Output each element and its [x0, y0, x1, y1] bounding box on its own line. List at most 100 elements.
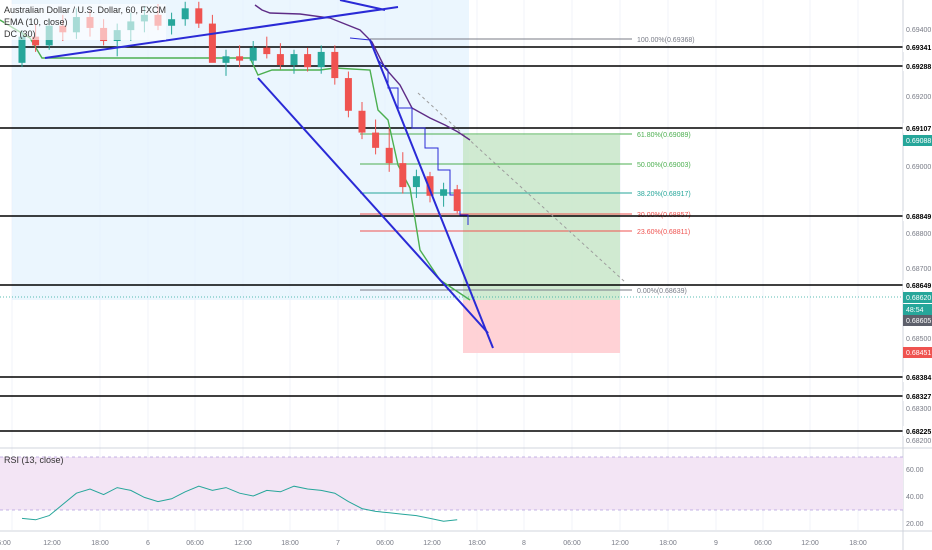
candle-body: [208, 23, 216, 63]
price-marker-text: 0.68605: [906, 318, 931, 325]
candle-body: [249, 47, 257, 61]
price-axis-tick: 0.68300: [906, 406, 931, 413]
time-axis-label: 06:00: [376, 540, 394, 547]
price-level-tag: 0.68649: [903, 280, 932, 290]
trendline-upper: [44, 6, 399, 59]
price-level-tag-bg: [903, 426, 932, 436]
fib-level-label: 100.00%(0.69368): [637, 37, 695, 44]
price-level-tag: 0.69107: [903, 123, 932, 133]
candle-body: [385, 147, 393, 164]
trendline-wedge: [439, 279, 489, 334]
candle-body: [195, 8, 203, 24]
price-level-tag: 0.69288: [903, 61, 932, 71]
time-axis-label: 18:00: [91, 540, 109, 547]
rsi-indicator-label[interactable]: RSI (13, close): [4, 455, 64, 465]
time-axis-label: 12:00: [43, 540, 61, 547]
candle-body: [304, 54, 312, 68]
price-level-tag-text: 0.69288: [906, 64, 931, 71]
price-level-tag-text: 0.69107: [906, 126, 931, 133]
price-level-tag-text: 0.68327: [906, 394, 931, 401]
candle-body: [426, 176, 434, 196]
chart-legend: Australian Dollar / U.S. Dollar, 60, FXC…: [4, 4, 167, 40]
time-axis-label: 18:00: [468, 540, 486, 547]
candle-body: [18, 36, 26, 63]
fib-level-label: 50.00%(0.69003): [637, 162, 691, 169]
projection-dashed-line: [417, 92, 626, 283]
price-level-tag-bg: [903, 391, 932, 401]
candle-body: [440, 189, 448, 196]
trendline-steep: [369, 39, 494, 349]
fib-level-label: 0.00%(0.68639): [637, 288, 687, 295]
time-axis-label: 6: [146, 540, 150, 547]
fib-level-label: 23.60%(0.68811): [637, 229, 690, 236]
time-axis-label: 7: [336, 540, 340, 547]
time-axis-label: 12:00: [611, 540, 629, 547]
candle-body: [372, 132, 380, 148]
price-level-tag: 0.68849: [903, 211, 932, 221]
target-zone: [463, 135, 620, 300]
candle-body: [399, 163, 407, 188]
price-level-tag: 0.68225: [903, 426, 932, 436]
price-marker-text: 0.69088: [906, 138, 931, 145]
price-axis-tick: 0.68200: [906, 438, 931, 445]
candle-body: [263, 47, 271, 55]
price-level-tag-bg: [903, 42, 932, 52]
price-level-tag-bg: [903, 61, 932, 71]
stop-zone: [463, 300, 620, 353]
price-level-tag-bg: [903, 211, 932, 221]
candle-body: [412, 176, 420, 188]
candle-body: [181, 8, 189, 20]
price-axis-tick: 0.69000: [906, 164, 931, 171]
time-axis-label: 06:00: [563, 540, 581, 547]
price-level-tag: 0.69341: [903, 42, 932, 52]
candle-body: [331, 51, 339, 79]
price-marker-bg: [903, 292, 932, 303]
price-axis-tick: 0.68700: [906, 266, 931, 273]
price-level-tag: 0.68384: [903, 372, 932, 382]
price-marker-bg: [903, 304, 932, 315]
price-axis-tick: 0.68800: [906, 231, 931, 238]
price-marker-bg: [903, 135, 932, 146]
projection-zone: [12, 0, 469, 300]
price-level-tag-text: 0.69341: [906, 45, 931, 52]
price-level-tag-text: 0.68384: [906, 375, 931, 382]
price-level-tag-text: 0.68849: [906, 214, 931, 221]
price-level-tag: 0.68327: [903, 391, 932, 401]
time-axis-label: 12:00: [801, 540, 819, 547]
candle-body: [358, 110, 366, 133]
fib-level-label: 61.80%(0.69089): [637, 132, 691, 139]
donchian-channel-line: [254, 4, 471, 141]
candle-body: [168, 19, 176, 26]
candle-body: [236, 56, 244, 61]
candle-body: [222, 56, 230, 63]
price-axis-tick: 0.69200: [906, 94, 931, 101]
time-axis-label: 06:00: [754, 540, 772, 547]
rsi-axis-tick: 40.00: [906, 494, 924, 501]
rsi-axis-tick: 20.00: [906, 521, 924, 528]
price-axis-tick: 0.69400: [906, 27, 931, 34]
price-level-tag-bg: [903, 372, 932, 382]
trendline-top: [339, 0, 386, 11]
time-axis-label: 18:00: [849, 540, 867, 547]
dc-indicator-label[interactable]: DC (30): [4, 28, 167, 40]
price-level-tag-text: 0.68649: [906, 283, 931, 290]
candle-body: [32, 36, 40, 46]
price-marker-text: 48:54: [906, 307, 924, 314]
candle-body: [344, 78, 352, 111]
time-axis-label: 12:00: [234, 540, 252, 547]
symbol-title[interactable]: Australian Dollar / U.S. Dollar, 60, FXC…: [4, 4, 167, 16]
time-axis-label: 18:00: [659, 540, 677, 547]
time-axis-label: 9: [714, 540, 718, 547]
price-level-tag-text: 0.68225: [906, 429, 931, 436]
ema-indicator-label[interactable]: EMA (10, close): [4, 16, 167, 28]
price-axis-tick: 0.68500: [906, 336, 931, 343]
price-marker-text: 0.68620: [906, 295, 931, 302]
fib-level-label: 38.20%(0.68917): [637, 191, 691, 198]
time-axis-label: 12:00: [423, 540, 441, 547]
price-marker-bg: [903, 315, 932, 326]
price-level-tag-bg: [903, 280, 932, 290]
candle-body: [290, 54, 298, 65]
candle-body: [317, 51, 325, 68]
time-axis-label: 18:00: [281, 540, 299, 547]
